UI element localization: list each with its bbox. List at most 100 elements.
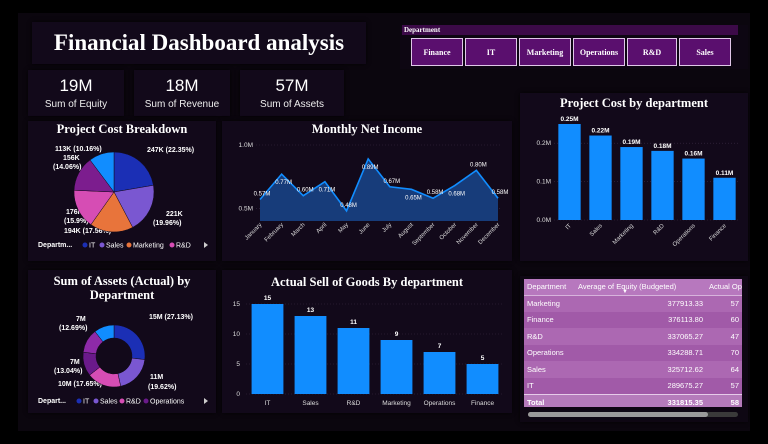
y-tick-label: 5 — [236, 361, 240, 368]
actual-sell-of-goods-card: Actual Sell of Goods By department 0 5 10 1… — [222, 270, 512, 413]
slicer-button-operations[interactable]: Operations — [573, 38, 625, 66]
cell-equity: 325712.62 — [667, 364, 703, 374]
cell-department: Sales — [527, 364, 546, 374]
legend-item-it[interactable]: IT — [89, 243, 96, 250]
cell-operating: 57 — [730, 299, 739, 308]
legend-item-marketing[interactable]: Marketing — [133, 243, 164, 250]
legend-item-sales[interactable]: Sales — [106, 243, 124, 250]
cell-equity: 334288.71 — [667, 348, 703, 358]
bar-marketing[interactable] — [380, 340, 413, 394]
donut-label: (13.04%) — [54, 368, 82, 375]
pie-slice-it[interactable] — [113, 151, 154, 193]
pie-slice-marketing[interactable] — [90, 191, 133, 233]
table-row[interactable]: Finance 376113.80 60 — [524, 311, 742, 328]
kpi-value: 57M — [275, 76, 309, 95]
bar-finance[interactable] — [466, 364, 499, 394]
pie-slice-finance[interactable] — [89, 151, 115, 193]
legend-item-it[interactable]: IT — [83, 399, 90, 406]
bar-it[interactable] — [558, 124, 581, 220]
y-tick-label: 0.1M — [537, 179, 551, 186]
bar-rd[interactable] — [337, 328, 370, 394]
total-label: Total — [524, 393, 574, 407]
data-label: 0.80M — [470, 162, 487, 168]
pie-label: 113K (10.16%) — [55, 146, 102, 153]
donut-slice-finance[interactable] — [94, 324, 115, 343]
data-label: 0.60M — [297, 188, 314, 194]
x-tick-label: R&D — [653, 223, 667, 237]
kpi-value: 19M — [59, 76, 93, 95]
kpi-card-assets: 57M Sum of Assets — [240, 70, 344, 116]
data-label: 0.57M — [254, 191, 271, 197]
bar-marketing[interactable] — [620, 147, 643, 220]
pie-label: 176K — [66, 209, 83, 216]
horizontal-scrollbar[interactable] — [528, 412, 738, 417]
legend-item-operations[interactable]: Operations — [150, 399, 185, 406]
sell-of-goods-bar-chart: 0 5 10 15 15 IT 13 Sales 11 R&D 9 Marketing 7 Operati… — [233, 295, 504, 407]
y-tick-label: 10 — [233, 331, 241, 338]
cell-operating: 64 — [730, 364, 739, 374]
x-tick-label: Operations — [672, 223, 697, 248]
sum-of-assets-card: Sum of Assets (Actual) by Department 15M… — [28, 270, 216, 413]
table-row[interactable]: Sales 325712.62 64 — [524, 361, 742, 378]
legend-item-rnd[interactable]: R&D — [176, 243, 191, 250]
data-label: 0.68M — [448, 192, 465, 198]
chart-title: Actual Sell of Goods By department — [270, 275, 463, 289]
bar-rd[interactable] — [651, 150, 674, 220]
slicer-button-finance[interactable]: Finance — [411, 38, 463, 66]
pie-label: 194K (17.56%) — [64, 228, 111, 235]
legend-next-arrow-icon[interactable] — [204, 242, 208, 248]
column-header-department[interactable]: Department — [524, 279, 574, 296]
pie-slice-sales[interactable] — [113, 184, 155, 228]
data-label: 0.25M — [560, 116, 578, 123]
donut-slice-sales[interactable] — [117, 357, 146, 387]
x-tick-label: IT — [565, 223, 573, 231]
slicer-label: Department — [402, 25, 738, 35]
slicer-button-marketing[interactable]: Marketing — [519, 38, 571, 66]
x-tick-label: Sales — [302, 400, 319, 407]
bar-finance[interactable] — [713, 177, 736, 220]
slicer-button-rnd[interactable]: R&D — [627, 38, 677, 66]
sum-of-assets-donut-chart: 15M (27.13%) 11M (19.62%) 10M (17.65%) 7… — [38, 314, 208, 406]
y-tick-label: 15 — [233, 301, 241, 308]
scrollbar-thumb[interactable] — [528, 412, 708, 417]
table-row[interactable]: R&D 337065.27 47 — [524, 328, 742, 345]
x-tick-label: February — [264, 222, 285, 243]
legend-swatch-operations — [143, 398, 149, 404]
slicer-button-it[interactable]: IT — [465, 38, 517, 66]
cell-equity: 289675.27 — [667, 381, 703, 390]
table-row[interactable]: Operations 334288.71 70 — [524, 344, 742, 361]
kpi-value: 18M — [165, 76, 199, 95]
bar-sales[interactable] — [589, 135, 612, 220]
area-fill — [260, 158, 498, 221]
data-label: 13 — [307, 307, 315, 314]
kpi-card-equity: 19M Sum of Equity — [28, 70, 124, 116]
total-value: 331815.35 — [574, 393, 706, 407]
data-label: 0.16M — [684, 151, 702, 158]
legend-item-sales[interactable]: Sales — [100, 399, 118, 406]
data-label: 0.58M — [492, 190, 509, 196]
bar-it[interactable] — [251, 304, 284, 394]
chart-title: Sum of Assets (Actual) by Department — [28, 274, 216, 302]
table-row[interactable]: IT 289675.27 57 — [524, 377, 742, 394]
donut-label: (19.62%) — [148, 384, 176, 391]
cell-operating: 47 — [730, 331, 739, 341]
cell-department: Operations — [527, 348, 564, 358]
legend-swatch-sales — [93, 398, 99, 404]
bar-sales[interactable] — [294, 316, 327, 394]
donut-slice-it[interactable] — [113, 324, 146, 360]
legend-next-arrow-icon[interactable] — [204, 398, 208, 404]
x-tick-label: January — [244, 222, 263, 241]
monthly-net-income-card: Monthly Net Income 0.5M 1.0M 0.57M 0.77M 0.6… — [222, 121, 512, 261]
column-header-equity[interactable]: Average of Equity (Budgeted) ▼ — [574, 279, 706, 296]
column-header-equity-label: Average of Equity (Budgeted) — [578, 282, 677, 292]
slicer-button-sales[interactable]: Sales — [679, 38, 731, 66]
equity-table: Department Average of Equity (Budgeted) ▼… — [524, 279, 742, 407]
bar-operations[interactable] — [423, 352, 456, 394]
legend-item-rnd[interactable]: R&D — [126, 399, 141, 406]
y-tick-label: 0 — [236, 391, 240, 398]
series-line[interactable] — [259, 157, 499, 213]
bar-operations[interactable] — [682, 158, 705, 220]
column-header-operating[interactable]: Actual Operating c — [706, 279, 742, 296]
table-row[interactable]: Marketing 377913.33 57 — [524, 295, 742, 312]
legend-title: Depart... — [38, 398, 66, 405]
